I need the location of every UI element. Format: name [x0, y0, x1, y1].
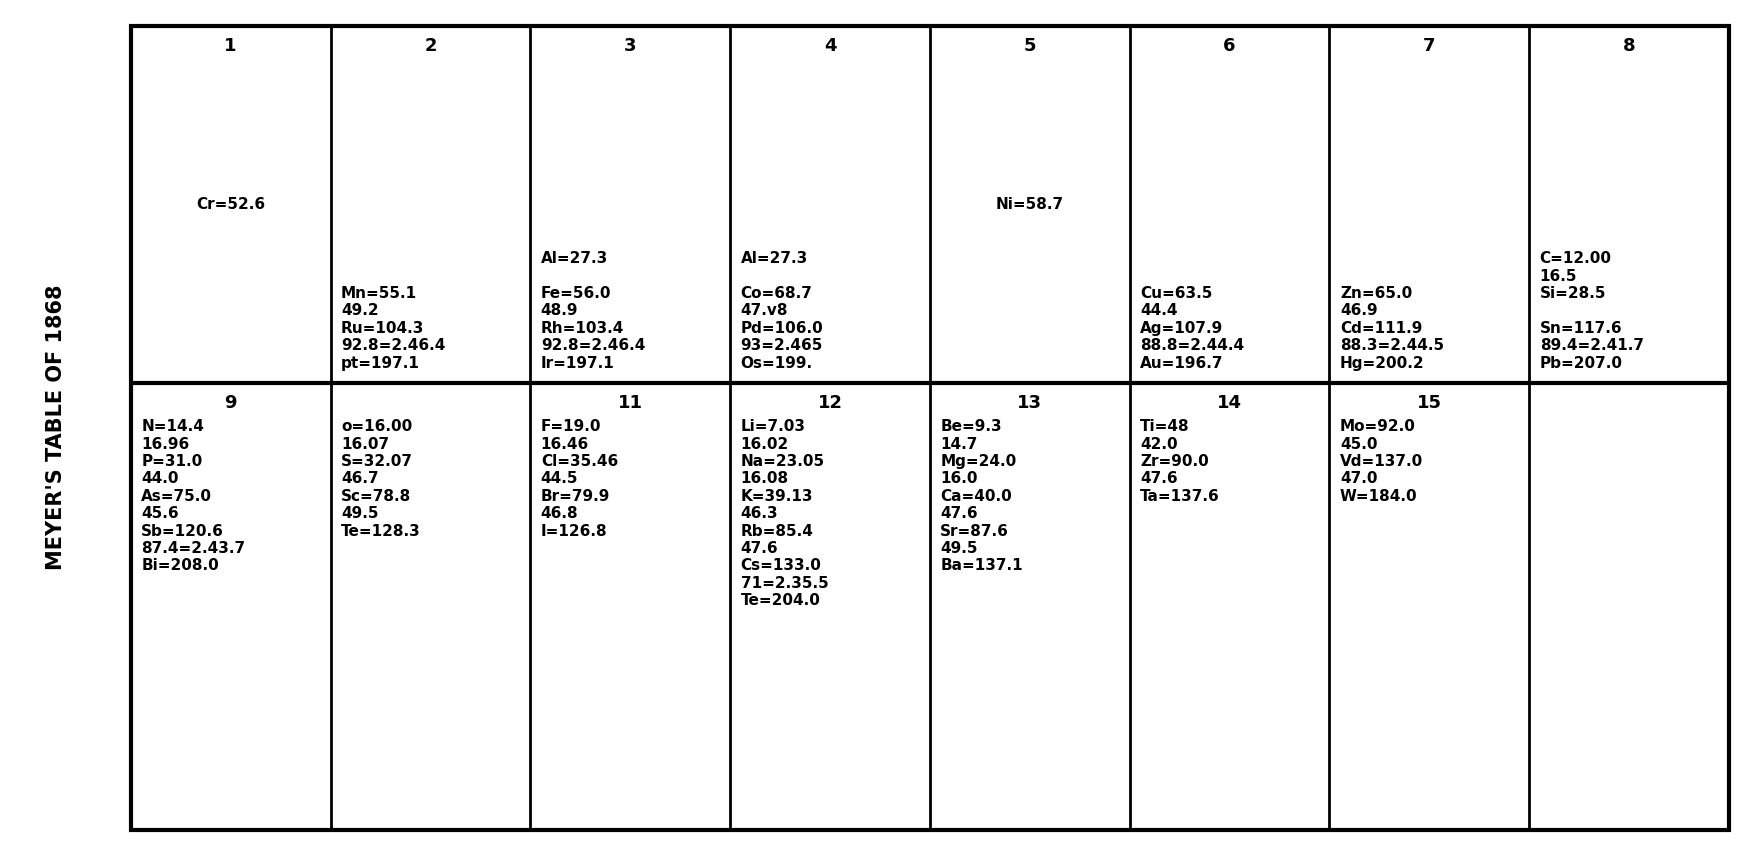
Text: 7: 7 — [1422, 37, 1436, 54]
Text: C=12.00
16.5
Si=28.5

Sn=117.6
89.4=2.41.7
Pb=207.0: C=12.00 16.5 Si=28.5 Sn=117.6 89.4=2.41.… — [1539, 251, 1644, 371]
Text: Li=7.03
16.02
Na=23.05
16.08
K=39.13
46.3
Rb=85.4
47.6
Cs=133.0
71=2.35.5
Te=204: Li=7.03 16.02 Na=23.05 16.08 K=39.13 46.… — [741, 420, 828, 608]
Text: F=19.0
16.46
Cl=35.46
44.5
Br=79.9
46.8
I=126.8: F=19.0 16.46 Cl=35.46 44.5 Br=79.9 46.8 … — [540, 420, 619, 539]
Text: 12: 12 — [817, 395, 842, 413]
Text: 1: 1 — [225, 37, 237, 54]
Text: Al=27.3

Fe=56.0
48.9
Rh=103.4
92.8=2.46.4
Ir=197.1: Al=27.3 Fe=56.0 48.9 Rh=103.4 92.8=2.46.… — [540, 251, 645, 371]
Text: 3: 3 — [624, 37, 636, 54]
Text: 6: 6 — [1224, 37, 1236, 54]
Text: 2: 2 — [424, 37, 437, 54]
Text: N=14.4
16.96
P=31.0
44.0
As=75.0
45.6
Sb=120.6
87.4=2.43.7
Bi=208.0: N=14.4 16.96 P=31.0 44.0 As=75.0 45.6 Sb… — [141, 420, 246, 574]
Text: 13: 13 — [1018, 395, 1042, 413]
Text: Be=9.3
14.7
Mg=24.0
16.0
Ca=40.0
47.6
Sr=87.6
49.5
Ba=137.1: Be=9.3 14.7 Mg=24.0 16.0 Ca=40.0 47.6 Sr… — [939, 420, 1023, 574]
Text: 11: 11 — [617, 395, 643, 413]
Text: Mn=55.1
49.2
Ru=104.3
92.8=2.46.4
pt=197.1: Mn=55.1 49.2 Ru=104.3 92.8=2.46.4 pt=197… — [342, 286, 446, 371]
Text: o=16.00
16.07
S=32.07
46.7
Sc=78.8
49.5
Te=128.3: o=16.00 16.07 S=32.07 46.7 Sc=78.8 49.5 … — [342, 420, 420, 539]
Text: MEYER'S TABLE OF 1868: MEYER'S TABLE OF 1868 — [45, 285, 66, 570]
Text: Al=27.3

Co=68.7
47.v8
Pd=106.0
93=2.465
Os=199.: Al=27.3 Co=68.7 47.v8 Pd=106.0 93=2.465 … — [741, 251, 823, 371]
Text: Zn=65.0
46.9
Cd=111.9
88.3=2.44.5
Hg=200.2: Zn=65.0 46.9 Cd=111.9 88.3=2.44.5 Hg=200… — [1340, 286, 1443, 371]
Text: 9: 9 — [225, 395, 237, 413]
Text: Cr=52.6: Cr=52.6 — [195, 197, 265, 212]
Text: 8: 8 — [1623, 37, 1635, 54]
Text: 14: 14 — [1217, 395, 1243, 413]
Text: Mo=92.0
45.0
Vd=137.0
47.0
W=184.0: Mo=92.0 45.0 Vd=137.0 47.0 W=184.0 — [1340, 420, 1424, 504]
Text: Ti=48
42.0
Zr=90.0
47.6
Ta=137.6: Ti=48 42.0 Zr=90.0 47.6 Ta=137.6 — [1140, 420, 1220, 504]
Text: 4: 4 — [824, 37, 837, 54]
Text: Ni=58.7: Ni=58.7 — [995, 197, 1063, 212]
Text: 15: 15 — [1417, 395, 1441, 413]
Text: Cu=63.5
44.4
Ag=107.9
88.8=2.44.4
Au=196.7: Cu=63.5 44.4 Ag=107.9 88.8=2.44.4 Au=196… — [1140, 286, 1245, 371]
Text: 5: 5 — [1023, 37, 1035, 54]
